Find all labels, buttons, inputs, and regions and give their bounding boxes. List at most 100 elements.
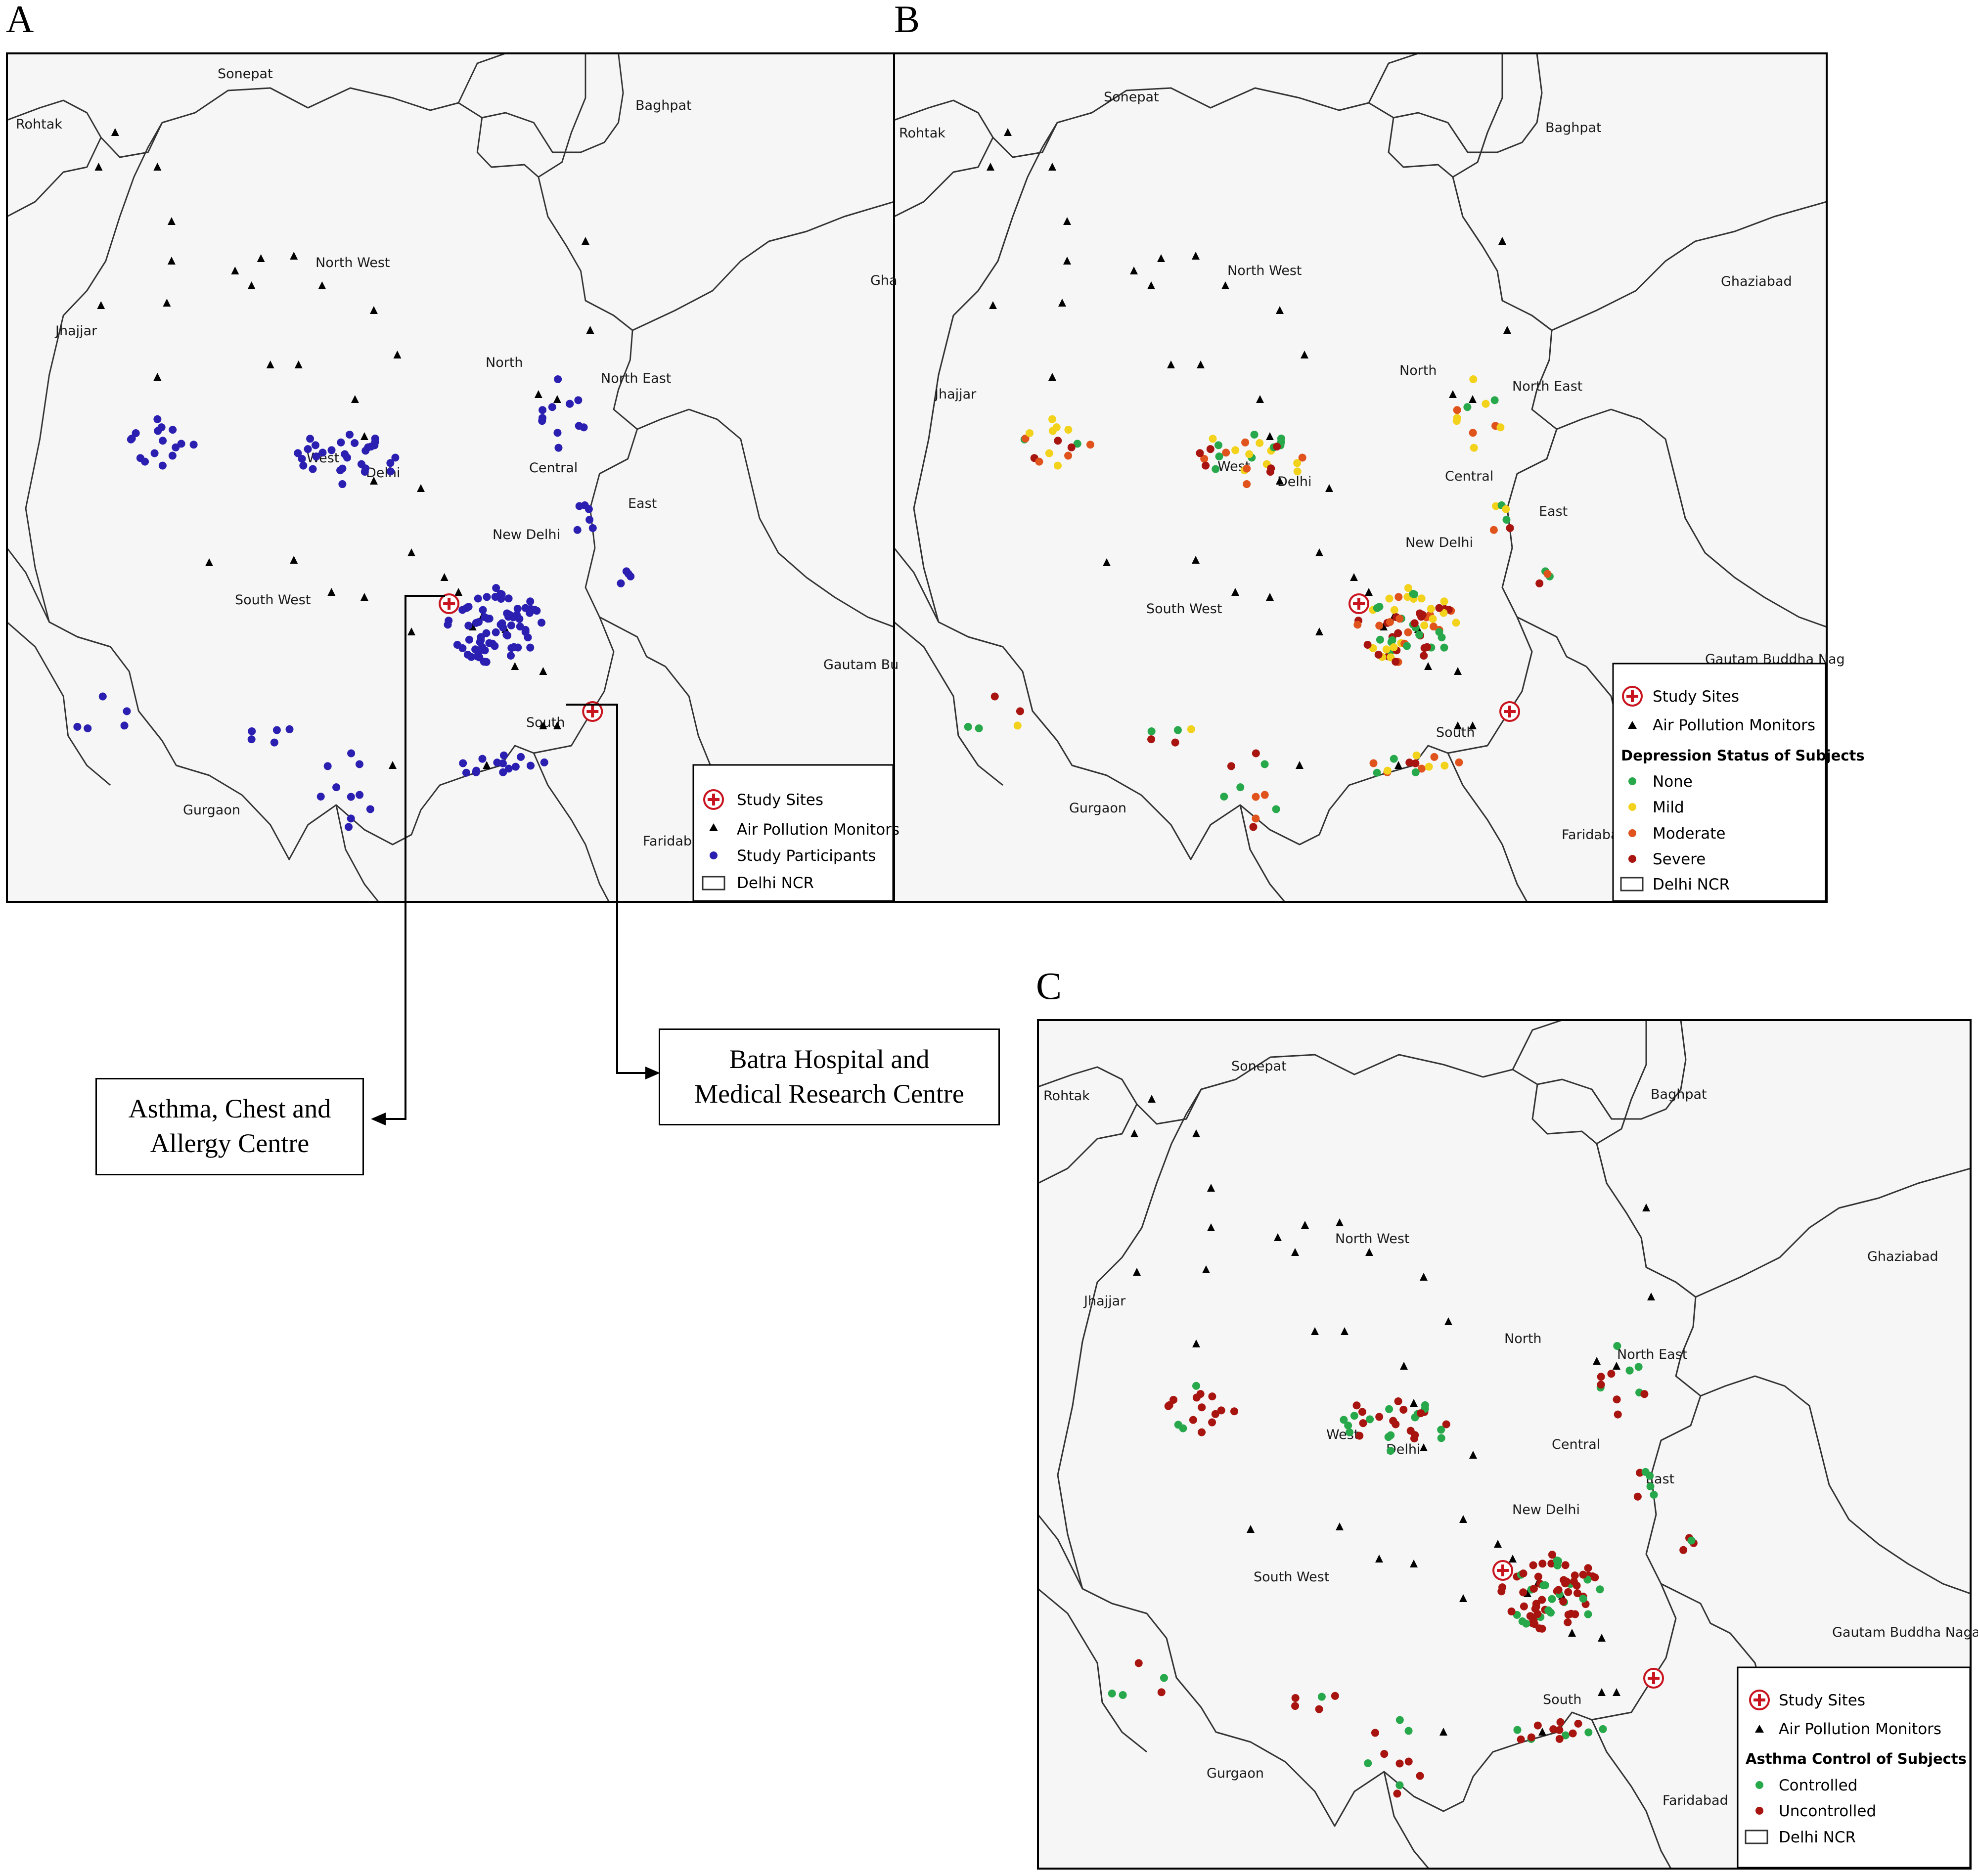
participant-dot [367,443,375,451]
air-pollution-monitor [1439,1728,1447,1736]
participant-dot [1429,623,1438,631]
participant-dot [1538,1596,1546,1604]
air-pollution-monitor [1400,1362,1408,1370]
participant-dot [1507,1607,1516,1615]
participant-dot [332,783,341,792]
participant-dot [1442,1420,1450,1429]
callout-connectors [371,595,660,1125]
participant-dot [1573,1589,1581,1598]
participant-dot [154,427,162,435]
participant-dot [1383,766,1392,775]
participant-dot [1395,1781,1404,1789]
legend-a: Study Sites Air Pollution Monitors Study… [692,764,899,902]
participant-dot [1613,1395,1621,1404]
participant-dot [1358,1408,1366,1416]
participant-dot [462,768,470,777]
air-pollution-monitor [1296,761,1304,769]
legend-none: None [1653,773,1693,791]
participant-dot [338,480,347,489]
participant-dot [1198,1403,1206,1412]
air-pollution-monitor [483,761,491,769]
participant-dot [492,584,500,592]
air-pollution-monitor [1568,1629,1576,1637]
label-north-west: North West [1335,1231,1409,1247]
participant-dot [1519,1588,1528,1597]
participant-dot [1506,524,1514,532]
participant-dot [345,430,354,439]
participant-dot [123,707,131,715]
air-pollution-monitor [1498,237,1506,245]
participant-dot [1646,1472,1654,1480]
study-site-icon [1643,1668,1664,1689]
participant-dot [347,814,355,823]
panel-b-frame [893,52,1828,903]
legend-mild: Mild [1653,799,1684,816]
label-central: Central [529,460,578,476]
legend-severe-icon [1628,855,1636,863]
participant-dot [337,438,345,447]
participant-dot [1584,1728,1593,1737]
label-east: East [1539,504,1568,519]
air-pollution-monitor [1247,1525,1255,1533]
participant-dot [1202,461,1210,470]
participant-dot [1395,1759,1404,1768]
participant-dot [1198,1428,1206,1436]
participant-dot [453,640,461,649]
participant-dot [1412,751,1421,759]
air-pollution-monitor [511,662,519,670]
air-pollution-monitor [111,128,119,136]
participant-dot [1555,1735,1564,1743]
air-pollution-monitor [153,373,162,381]
study-site-icon [1492,1560,1513,1581]
participant-dot [1293,459,1302,467]
participant-dot [1108,1689,1116,1697]
legend-moderate-icon [1628,829,1636,837]
legend-site-icon [1749,1690,1770,1710]
participant-dot [84,724,92,732]
participant-dot [990,692,999,701]
label-gurgaon: Gurgaon [183,803,240,818]
legend-mild-icon [1628,803,1636,811]
participant-dot [1355,1431,1364,1440]
air-pollution-monitor [290,556,298,564]
participant-dot [1567,1609,1575,1618]
study-site-icon [439,593,460,614]
legend-monitor-icon [1628,721,1637,729]
participant-dot [1346,1428,1354,1436]
air-pollution-monitor [1221,281,1229,289]
legend-study-sites: Study Sites [1653,688,1739,706]
air-pollution-monitor [231,267,239,274]
air-pollution-monitor [407,627,416,635]
participant-dot [472,766,481,775]
label-faridabad: Faridaba [1562,827,1619,843]
participant-dot [158,461,167,470]
participant-dot [1417,764,1426,773]
participant-dot [1243,464,1251,473]
air-pollution-monitor [1063,257,1071,265]
participant-dot [1496,423,1505,432]
participant-dot [617,579,625,587]
label-central: Central [1552,1437,1600,1452]
label-north-west: North West [1227,263,1302,278]
participant-dot [1687,1536,1696,1545]
participant-dot [1390,643,1398,652]
label-west: West [1326,1427,1359,1442]
participant-dot [1243,480,1251,489]
air-pollution-monitor [1192,1340,1200,1347]
participant-dot [505,611,514,619]
participant-dot [566,400,574,408]
legend-ncr-icon [702,876,725,891]
legend-participants: Study Participants [737,847,876,865]
participant-dot [1393,1789,1401,1798]
legend-delhi-ncr: Delhi NCR [737,874,814,892]
air-pollution-monitor [1424,662,1432,670]
participant-dot [1513,1726,1522,1734]
participant-dot [341,450,349,458]
participant-dot [511,762,520,771]
participant-dot [150,449,159,457]
participant-dot [1189,1416,1197,1424]
participant-dot [1404,1757,1413,1766]
participant-dot [1437,1426,1445,1434]
callout-batra-hospital: Batra Hospital and Medical Research Cent… [659,1028,1000,1125]
legend-study-sites: Study Sites [737,791,823,809]
